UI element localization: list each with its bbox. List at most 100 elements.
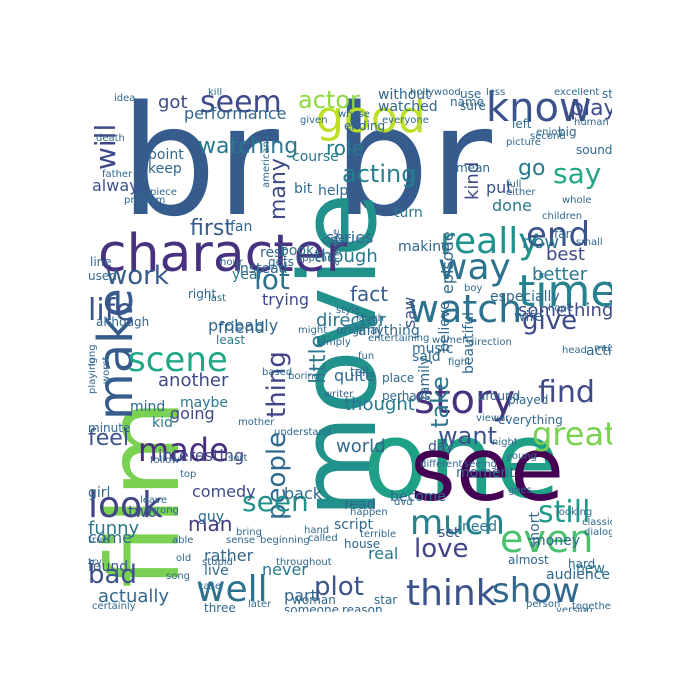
word-139-anything: anything [358, 323, 420, 339]
word-66-interesting: interesting [158, 446, 245, 465]
word-156-mean: mean [456, 161, 491, 175]
word-230-boy: boy [464, 283, 483, 294]
word-212-happen: happen [350, 507, 388, 518]
word-158-house: house [344, 537, 381, 551]
word-cloud: br br movie film one see character good know make… [88, 88, 612, 612]
word-141-place: place [382, 371, 415, 385]
word-128-line: line [90, 255, 112, 269]
word-33-plot: plot [314, 572, 364, 602]
word-231-try: try [88, 557, 102, 568]
word-101-book: book [280, 243, 315, 259]
word-208-sort: sort [228, 453, 248, 464]
word-149-name: name [450, 95, 485, 109]
word-216-must: must [594, 343, 612, 354]
word-222-whose: whose [338, 109, 370, 120]
word-154-left: left [512, 117, 532, 131]
word-220-direction: direction [468, 337, 512, 348]
word-29-work: work [106, 261, 169, 291]
word-192-young: young [506, 451, 538, 462]
word-20-much: much [410, 503, 505, 543]
word-172-boring: boring [288, 371, 321, 382]
word-107-need: need [462, 519, 497, 535]
word-179-given: given [300, 115, 328, 126]
word-110-action: action [586, 343, 612, 359]
word-44-bad: bad [88, 560, 137, 590]
word-132-instead: instead [236, 261, 288, 277]
word-228-night: night [492, 437, 518, 448]
word-67-funny: funny [88, 518, 140, 539]
word-218-understand: understand [274, 427, 332, 438]
word-201-looking: looking [556, 507, 593, 518]
word-5-see: see [410, 418, 565, 521]
word-133-least: least [216, 333, 246, 347]
word-54-something: something [518, 300, 612, 321]
word-13-scene: scene [128, 340, 228, 380]
word-155-far: far [554, 227, 571, 241]
word-80-trying: trying [262, 290, 310, 309]
word-244-hour: hour [220, 257, 243, 268]
word-96-bit: bit [294, 181, 313, 197]
word-170-fun: fun [358, 351, 375, 362]
word-98-set: set [438, 525, 460, 541]
word-84-come: come [88, 528, 133, 547]
word-22-way: way [438, 247, 511, 288]
word-103-cast: cast [322, 233, 352, 249]
word-165-death: death [96, 133, 125, 144]
word-233-able: able [172, 535, 194, 546]
word-188-mother: mother [238, 417, 275, 428]
word-21-really: really [440, 221, 540, 262]
word-240-called: called [308, 533, 338, 544]
word-0-br: br [120, 88, 279, 250]
word-14-even: even [500, 517, 594, 561]
word-175-either: either [506, 187, 536, 198]
word-34-find: find [538, 375, 595, 410]
word-134-gets: gets [268, 255, 294, 269]
word-127-used: used [88, 269, 117, 283]
word-120-read: read [344, 497, 376, 513]
word-52-better: better [532, 264, 588, 285]
word-27-life: life [88, 293, 134, 328]
word-131-minute: minute [88, 421, 131, 435]
word-168-father: father [102, 169, 133, 180]
word-83-two: two [128, 502, 158, 521]
word-61-thought: thought [344, 394, 415, 415]
word-166-piece: piece [150, 187, 177, 198]
word-73-series: series [326, 228, 374, 247]
word-7-good: good [316, 92, 426, 143]
word-130-right: right [188, 287, 217, 301]
word-229-goes: goes [508, 485, 532, 496]
word-189-based: based [262, 367, 293, 378]
word-95-course: course [292, 149, 339, 165]
word-88-found: found [88, 559, 129, 575]
word-157-almost: almost [508, 553, 549, 567]
word-30-still: still [538, 495, 591, 530]
word-161-reason: reason [342, 603, 383, 612]
word-118-script: script [334, 517, 374, 533]
word-167-problem: problem [124, 195, 166, 206]
word-86-never: never [262, 560, 308, 579]
word-1-br: br [333, 88, 492, 250]
word-195-enjoy: enjoy [536, 127, 564, 138]
word-197-human: human [574, 117, 609, 128]
word-215-children: children [542, 211, 583, 222]
word-200-classic: classic [582, 517, 612, 528]
word-129-although: although [96, 315, 150, 329]
word-93-point: point [148, 147, 184, 163]
word-196-excellent: excellent [554, 88, 600, 98]
word-16-show: show [492, 571, 580, 611]
word-223-last: last [208, 293, 227, 304]
word-17-well: well [196, 569, 268, 610]
word-232-case: case [198, 581, 221, 592]
word-89-part: part [284, 586, 317, 605]
word-18-look: look [88, 485, 163, 526]
word-217-viewer: viewer [476, 413, 510, 424]
word-136-watched: watched [378, 99, 438, 115]
word-148-use: use [460, 88, 482, 101]
word-35-give: give [522, 306, 578, 336]
word-219-kill: kill [208, 88, 223, 98]
word-199-dialogue: dialogue [584, 527, 612, 538]
word-42-actor: actor [298, 88, 360, 114]
word-210-hand: hand [304, 525, 330, 536]
word-209-bring: bring [236, 527, 262, 538]
word-126-maybe: maybe [180, 395, 229, 411]
